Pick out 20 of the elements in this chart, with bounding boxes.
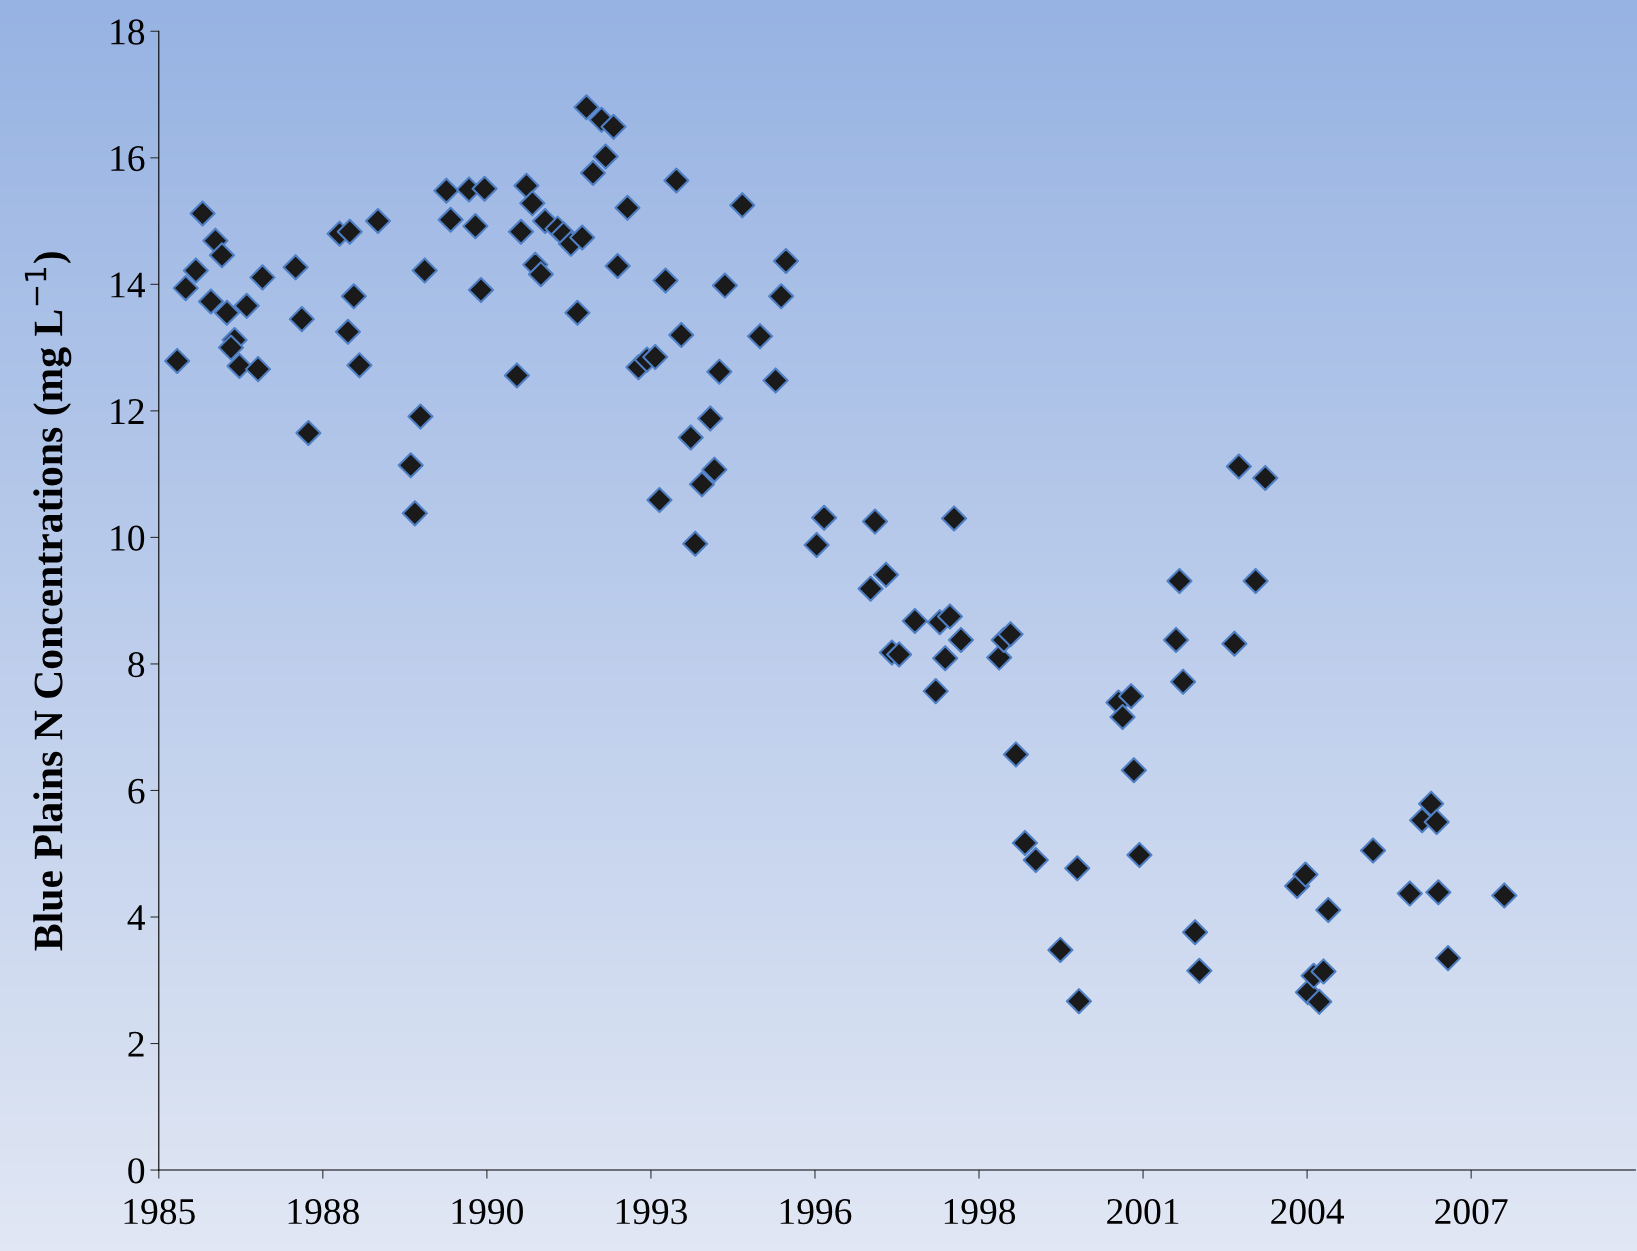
y-tick-label: 8 — [128, 652, 145, 678]
x-tick-label: 2001 — [1107, 1198, 1179, 1225]
y-tick-label: 14 — [111, 272, 146, 298]
x-tick-label: 1985 — [124, 1198, 195, 1225]
x-tick-label: 2004 — [1271, 1198, 1345, 1225]
y-tick-label: 10 — [111, 525, 145, 551]
y-tick-label: 4 — [127, 905, 146, 931]
x-tick-label: 1990 — [452, 1198, 523, 1225]
y-tick-label: 12 — [111, 399, 144, 424]
x-tick-label: 1988 — [288, 1198, 359, 1225]
y-tick-label: 0 — [128, 1158, 145, 1184]
y-tick-label: 18 — [111, 19, 145, 45]
y-tick-label: 16 — [111, 145, 145, 172]
y-axis-title: Blue Plains N Concentrations (mg L$^{−1}$) — [24, 252, 72, 951]
x-tick-label: 2007 — [1435, 1198, 1508, 1225]
y-tick-label: 2 — [128, 1031, 144, 1057]
x-tick-label: 1996 — [780, 1199, 852, 1225]
x-tick-label: 1998 — [944, 1198, 1016, 1225]
x-tick-label: 1993 — [616, 1199, 687, 1225]
y-tick-label: 6 — [128, 778, 145, 804]
